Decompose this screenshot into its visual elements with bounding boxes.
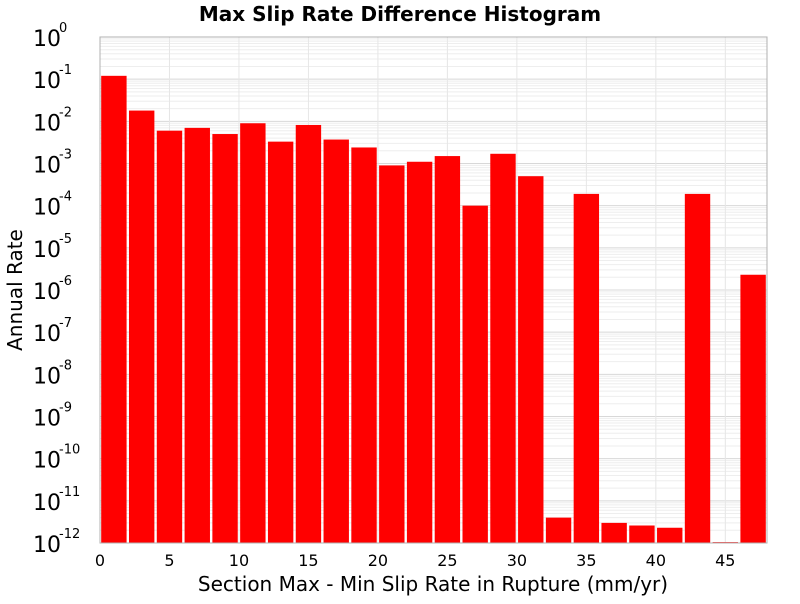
bar <box>184 127 210 543</box>
y-tick-label: 10-9 <box>33 401 72 432</box>
y-tick-label: 10-10 <box>33 443 80 474</box>
y-tick-base: 10 <box>33 154 61 179</box>
x-axis-ticks: 0 5 10 15 20 25 30 35 40 45 <box>95 551 736 570</box>
y-tick-label: 10-2 <box>33 105 72 136</box>
y-tick-label: 10-6 <box>33 274 72 305</box>
y-tick-base: 10 <box>33 491 61 516</box>
bar <box>267 141 294 544</box>
bar <box>490 153 516 544</box>
y-tick-base: 10 <box>33 364 61 389</box>
y-tick-exponent: -1 <box>59 63 72 78</box>
y-tick-base: 10 <box>33 322 61 347</box>
y-tick-label: 10-5 <box>33 232 72 263</box>
plot-frame <box>99 36 768 544</box>
bar <box>351 147 377 543</box>
y-tick-exponent: -9 <box>59 401 72 416</box>
x-tick-label: 10 <box>229 551 249 570</box>
x-axis-label: Section Max - Min Slip Rate in Rupture (… <box>198 572 668 596</box>
chart-title: Max Slip Rate Difference Histogram <box>199 2 601 26</box>
x-tick-label: 15 <box>298 551 318 570</box>
y-tick-base: 10 <box>33 238 61 263</box>
x-tick-label: 20 <box>368 551 388 570</box>
y-tick-label: 10-12 <box>33 527 80 558</box>
y-tick-label: 10-3 <box>33 148 72 179</box>
y-tick-exponent: -8 <box>59 358 72 373</box>
x-tick-label: 25 <box>437 551 457 570</box>
bar <box>323 139 349 543</box>
bar <box>128 110 155 544</box>
y-tick-label: 10-1 <box>33 63 72 94</box>
y-tick-base: 10 <box>33 69 61 94</box>
bar <box>406 161 433 543</box>
bar <box>629 525 655 543</box>
y-tick-exponent: -3 <box>59 148 72 163</box>
y-tick-base: 10 <box>33 196 61 221</box>
bar <box>684 193 711 544</box>
y-tick-label: 10-11 <box>33 485 80 516</box>
x-tick-label: 35 <box>576 551 596 570</box>
bar <box>434 156 461 543</box>
bar <box>101 75 127 544</box>
bar <box>573 193 600 544</box>
y-tick-base: 10 <box>33 27 61 52</box>
y-tick-exponent: -2 <box>59 105 72 120</box>
bar <box>657 527 683 543</box>
x-tick-label: 45 <box>715 551 735 570</box>
y-axis-label: Annual Rate <box>3 229 27 351</box>
y-tick-exponent: 0 <box>59 21 67 36</box>
y-tick-base: 10 <box>33 280 61 305</box>
y-tick-base: 10 <box>33 449 61 474</box>
bar <box>295 124 322 543</box>
y-tick-exponent: -4 <box>59 190 72 205</box>
bar <box>601 522 627 543</box>
bar <box>240 123 266 544</box>
y-tick-base: 10 <box>33 533 61 558</box>
x-tick-label: 0 <box>95 551 105 570</box>
bar <box>740 274 766 543</box>
y-tick-label: 10-8 <box>33 358 72 389</box>
y-tick-exponent: -7 <box>59 316 72 331</box>
y-tick-label: 10-4 <box>33 190 72 221</box>
y-tick-exponent: -10 <box>59 443 80 458</box>
y-tick-exponent: -12 <box>59 527 80 542</box>
x-tick-label: 30 <box>507 551 527 570</box>
y-tick-exponent: -11 <box>59 485 80 500</box>
y-tick-exponent: -6 <box>59 274 72 289</box>
y-tick-exponent: -5 <box>59 232 72 247</box>
y-axis-ticks: 10010-110-210-310-410-510-610-710-810-91… <box>33 21 80 558</box>
bar <box>212 134 238 543</box>
bar <box>518 176 544 544</box>
bar <box>379 165 405 543</box>
bar <box>462 205 488 543</box>
x-tick-label: 5 <box>164 551 174 570</box>
y-tick-base: 10 <box>33 111 61 136</box>
bars <box>99 36 768 544</box>
y-tick-label: 10-7 <box>33 316 72 347</box>
y-tick-base: 10 <box>33 407 61 432</box>
bar <box>156 130 183 543</box>
x-tick-label: 40 <box>646 551 666 570</box>
bar <box>545 517 572 543</box>
y-tick-label: 100 <box>33 21 67 52</box>
